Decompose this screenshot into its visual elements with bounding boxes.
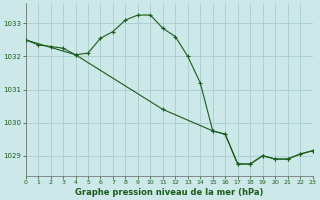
X-axis label: Graphe pression niveau de la mer (hPa): Graphe pression niveau de la mer (hPa) — [75, 188, 263, 197]
